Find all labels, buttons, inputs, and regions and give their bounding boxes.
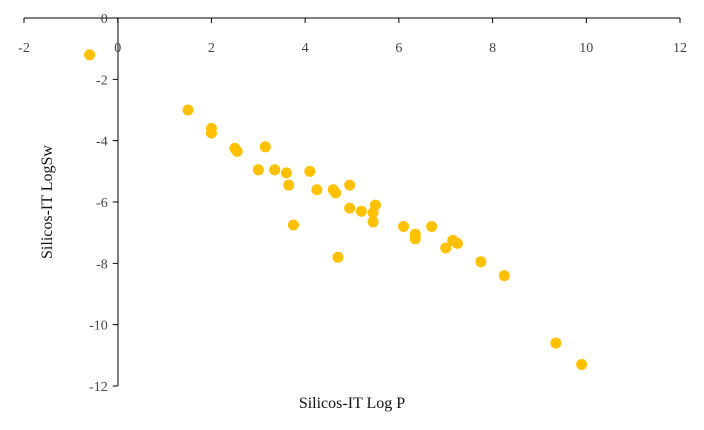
data-point [304, 165, 316, 177]
x-tick-label: 0 [114, 41, 121, 56]
data-point [84, 49, 96, 61]
x-tick-label: -2 [18, 41, 30, 56]
data-point [369, 199, 381, 211]
x-tick-label: 6 [395, 41, 402, 56]
y-tick-label: -2 [96, 73, 108, 88]
x-tick-label: 10 [579, 41, 593, 56]
data-point [344, 202, 356, 214]
data-point [311, 184, 323, 196]
y-tick-label: -12 [89, 380, 108, 395]
x-tick-label: 4 [302, 41, 309, 56]
data-point [283, 179, 295, 191]
data-point [269, 164, 281, 176]
data-point [252, 164, 264, 176]
y-axis-ticks: 0 -2 -4 -6 -8 -10 -12 [89, 12, 118, 395]
x-tick-label: 2 [208, 41, 215, 56]
data-point [409, 233, 421, 245]
data-point [231, 145, 243, 157]
data-point [332, 251, 344, 263]
y-tick-label: -10 [89, 319, 108, 334]
data-point [330, 187, 342, 199]
data-point [182, 104, 194, 116]
y-tick-label: -6 [96, 196, 108, 211]
y-tick-label: -8 [96, 257, 108, 272]
data-point [367, 216, 379, 228]
data-point [344, 179, 356, 191]
axes: -2 0 2 4 6 8 10 12 0 -2 -4 -6 -8 -10 -12 [18, 12, 687, 395]
data-point [550, 337, 562, 349]
y-tick-label: 0 [101, 12, 108, 27]
data-point [205, 127, 217, 139]
data-point [280, 167, 292, 179]
y-axis-title: Silicos-IT LogSw [39, 145, 56, 259]
data-point [498, 270, 510, 282]
x-tick-label: 12 [673, 41, 687, 56]
y-tick-label: -4 [96, 135, 108, 150]
x-axis-title: Silicos-IT Log P [299, 395, 405, 412]
data-point [398, 221, 410, 233]
data-point [451, 237, 463, 249]
data-point [355, 205, 367, 217]
data-point [259, 141, 271, 153]
data-point [475, 256, 487, 268]
x-tick-label: 8 [489, 41, 496, 56]
data-point [287, 219, 299, 231]
data-points [84, 49, 588, 371]
data-point [576, 359, 588, 371]
data-point [440, 242, 452, 254]
data-point [426, 221, 438, 233]
x-axis-ticks: -2 0 2 4 6 8 10 12 [18, 18, 687, 56]
